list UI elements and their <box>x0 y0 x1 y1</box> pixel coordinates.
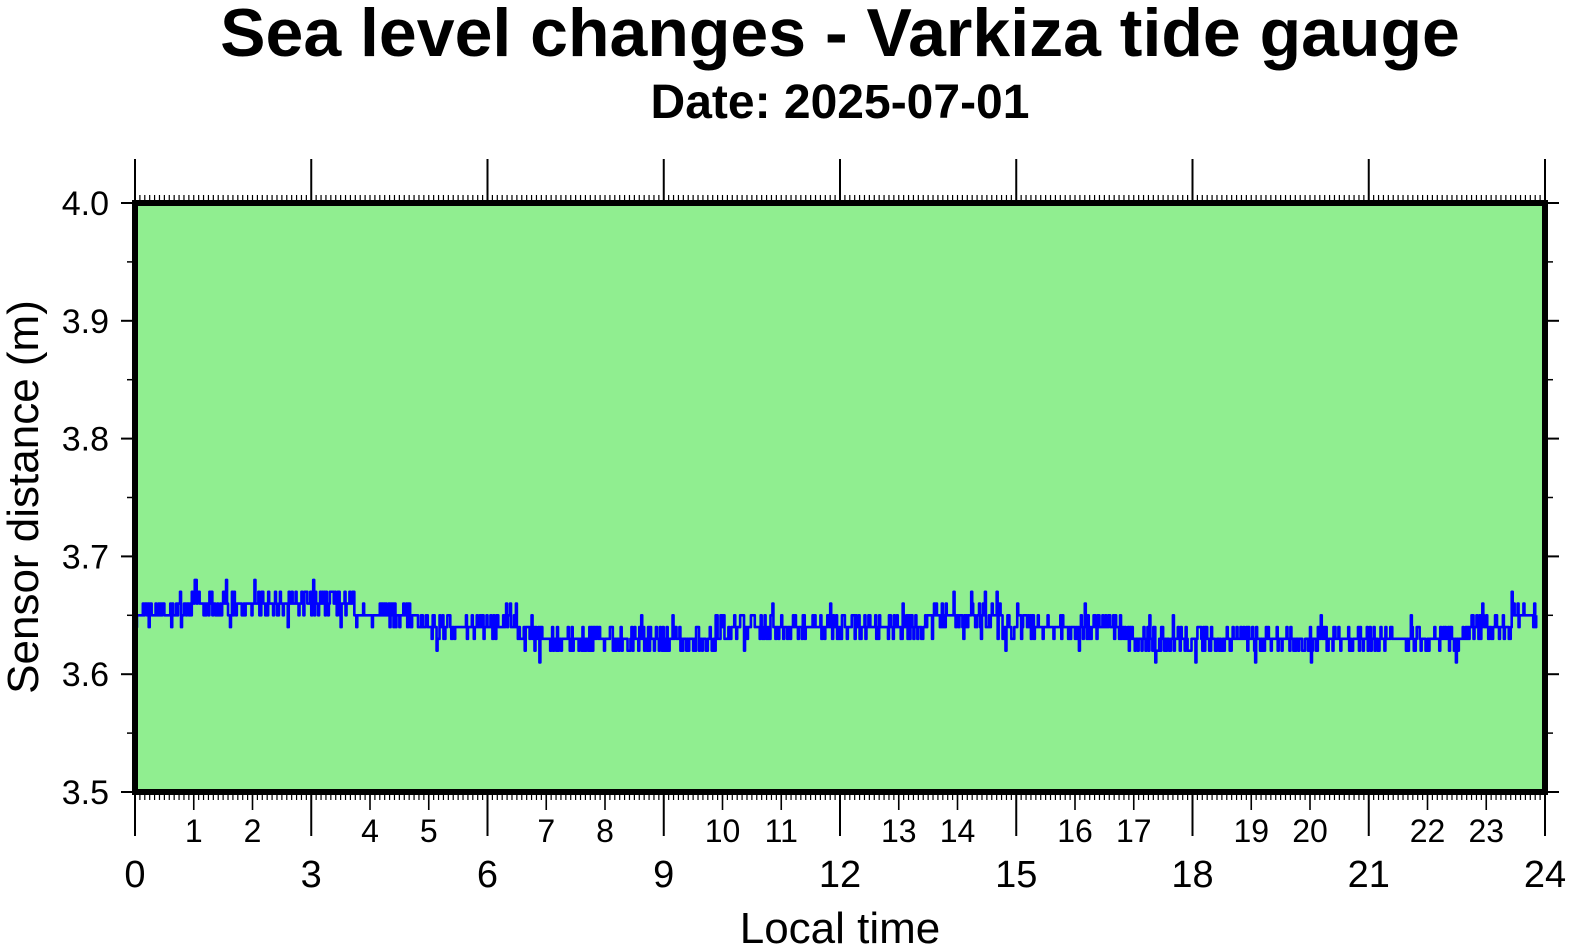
y-tick-label: 3.9 <box>62 303 109 341</box>
x-hour-tick-label: 20 <box>1292 813 1328 849</box>
x-major-tick-label: 9 <box>653 854 674 896</box>
y-tick-label: 3.7 <box>62 538 109 576</box>
chart-subtitle: Date: 2025-07-01 <box>651 76 1030 129</box>
x-hour-tick-label: 23 <box>1468 813 1504 849</box>
axis-ticks <box>121 159 1559 836</box>
x-hour-tick-label: 17 <box>1116 813 1152 849</box>
x-hour-tick-label: 4 <box>361 813 379 849</box>
x-hour-tick-label: 22 <box>1410 813 1446 849</box>
x-hour-tick-label: 7 <box>537 813 555 849</box>
x-hour-tick-label: 13 <box>881 813 917 849</box>
chart-title: Sea level changes - Varkiza tide gauge <box>220 0 1460 71</box>
x-axis-label: Local time <box>740 904 941 950</box>
x-major-tick-label: 3 <box>301 854 322 896</box>
x-hour-tick-label: 10 <box>705 813 741 849</box>
x-hour-tick-label: 14 <box>940 813 976 849</box>
plot-area <box>135 203 1545 792</box>
y-tick-label: 3.6 <box>62 656 109 694</box>
x-hour-tick-label: 1 <box>185 813 203 849</box>
x-major-tick-label: 0 <box>124 854 145 896</box>
y-tick-label: 3.5 <box>62 774 109 812</box>
x-hour-tick-label: 11 <box>765 813 798 849</box>
x-hour-tick-label: 2 <box>244 813 262 849</box>
x-hour-tick-label: 5 <box>420 813 438 849</box>
y-axis-label: Sensor distance (m) <box>0 300 48 694</box>
y-tick-label: 3.8 <box>62 421 109 459</box>
y-tick-label: 4.0 <box>62 185 109 223</box>
x-major-tick-label: 12 <box>819 854 861 896</box>
sea-level-line <box>134 578 1538 664</box>
x-hour-tick-label: 16 <box>1057 813 1093 849</box>
x-major-tick-label: 21 <box>1348 854 1390 896</box>
x-major-tick-label: 24 <box>1524 854 1566 896</box>
x-major-tick-label: 6 <box>477 854 498 896</box>
x-major-tick-label: 18 <box>1171 854 1213 896</box>
x-hour-tick-label: 19 <box>1233 813 1269 849</box>
axis-tick-labels: 1 2 4 5 7 8 10 11 13 14 16 17 19 20 22 230 3 6 9 12 15 18 21 24… <box>62 185 1566 896</box>
x-major-tick-label: 15 <box>995 854 1037 896</box>
x-hour-tick-label: 8 <box>596 813 614 849</box>
